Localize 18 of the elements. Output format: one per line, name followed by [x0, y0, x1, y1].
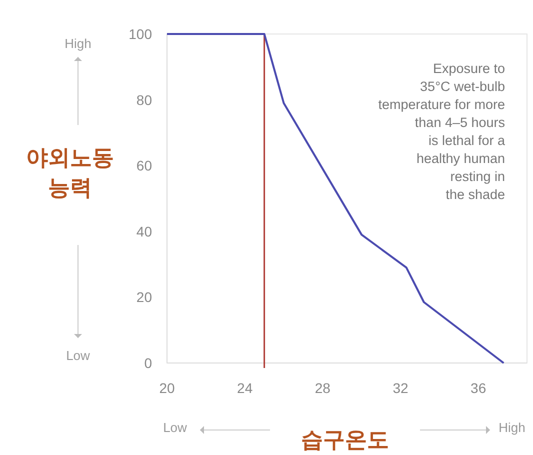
text: High: [498, 420, 526, 435]
x-tick-label: 32: [392, 380, 409, 396]
x-tick-label: 28: [314, 380, 331, 396]
y-tick-label: 20: [136, 289, 152, 306]
text: Low: [163, 420, 188, 435]
x-axis-title: 습구온도: [301, 427, 389, 452]
y-tick-label: 60: [136, 158, 152, 174]
x-tick-label: 24: [237, 380, 253, 396]
x-tick-label: 20: [159, 380, 175, 396]
y-tick-label: 80: [136, 92, 152, 108]
y-tick-label: 0: [144, 355, 152, 371]
y-axis-title: 야외노동 능력: [26, 145, 114, 200]
text: Low: [66, 348, 91, 363]
y-tick-label: 40: [136, 223, 152, 240]
annotation: Exposure to 35°C wet-bulb temperature for more than 4–5 hours is lethal for a healthy human resting in the shade: [378, 61, 506, 202]
x-tick-label: 36: [470, 380, 486, 396]
text: High: [64, 36, 92, 51]
y-tick-label: 100: [128, 26, 152, 42]
